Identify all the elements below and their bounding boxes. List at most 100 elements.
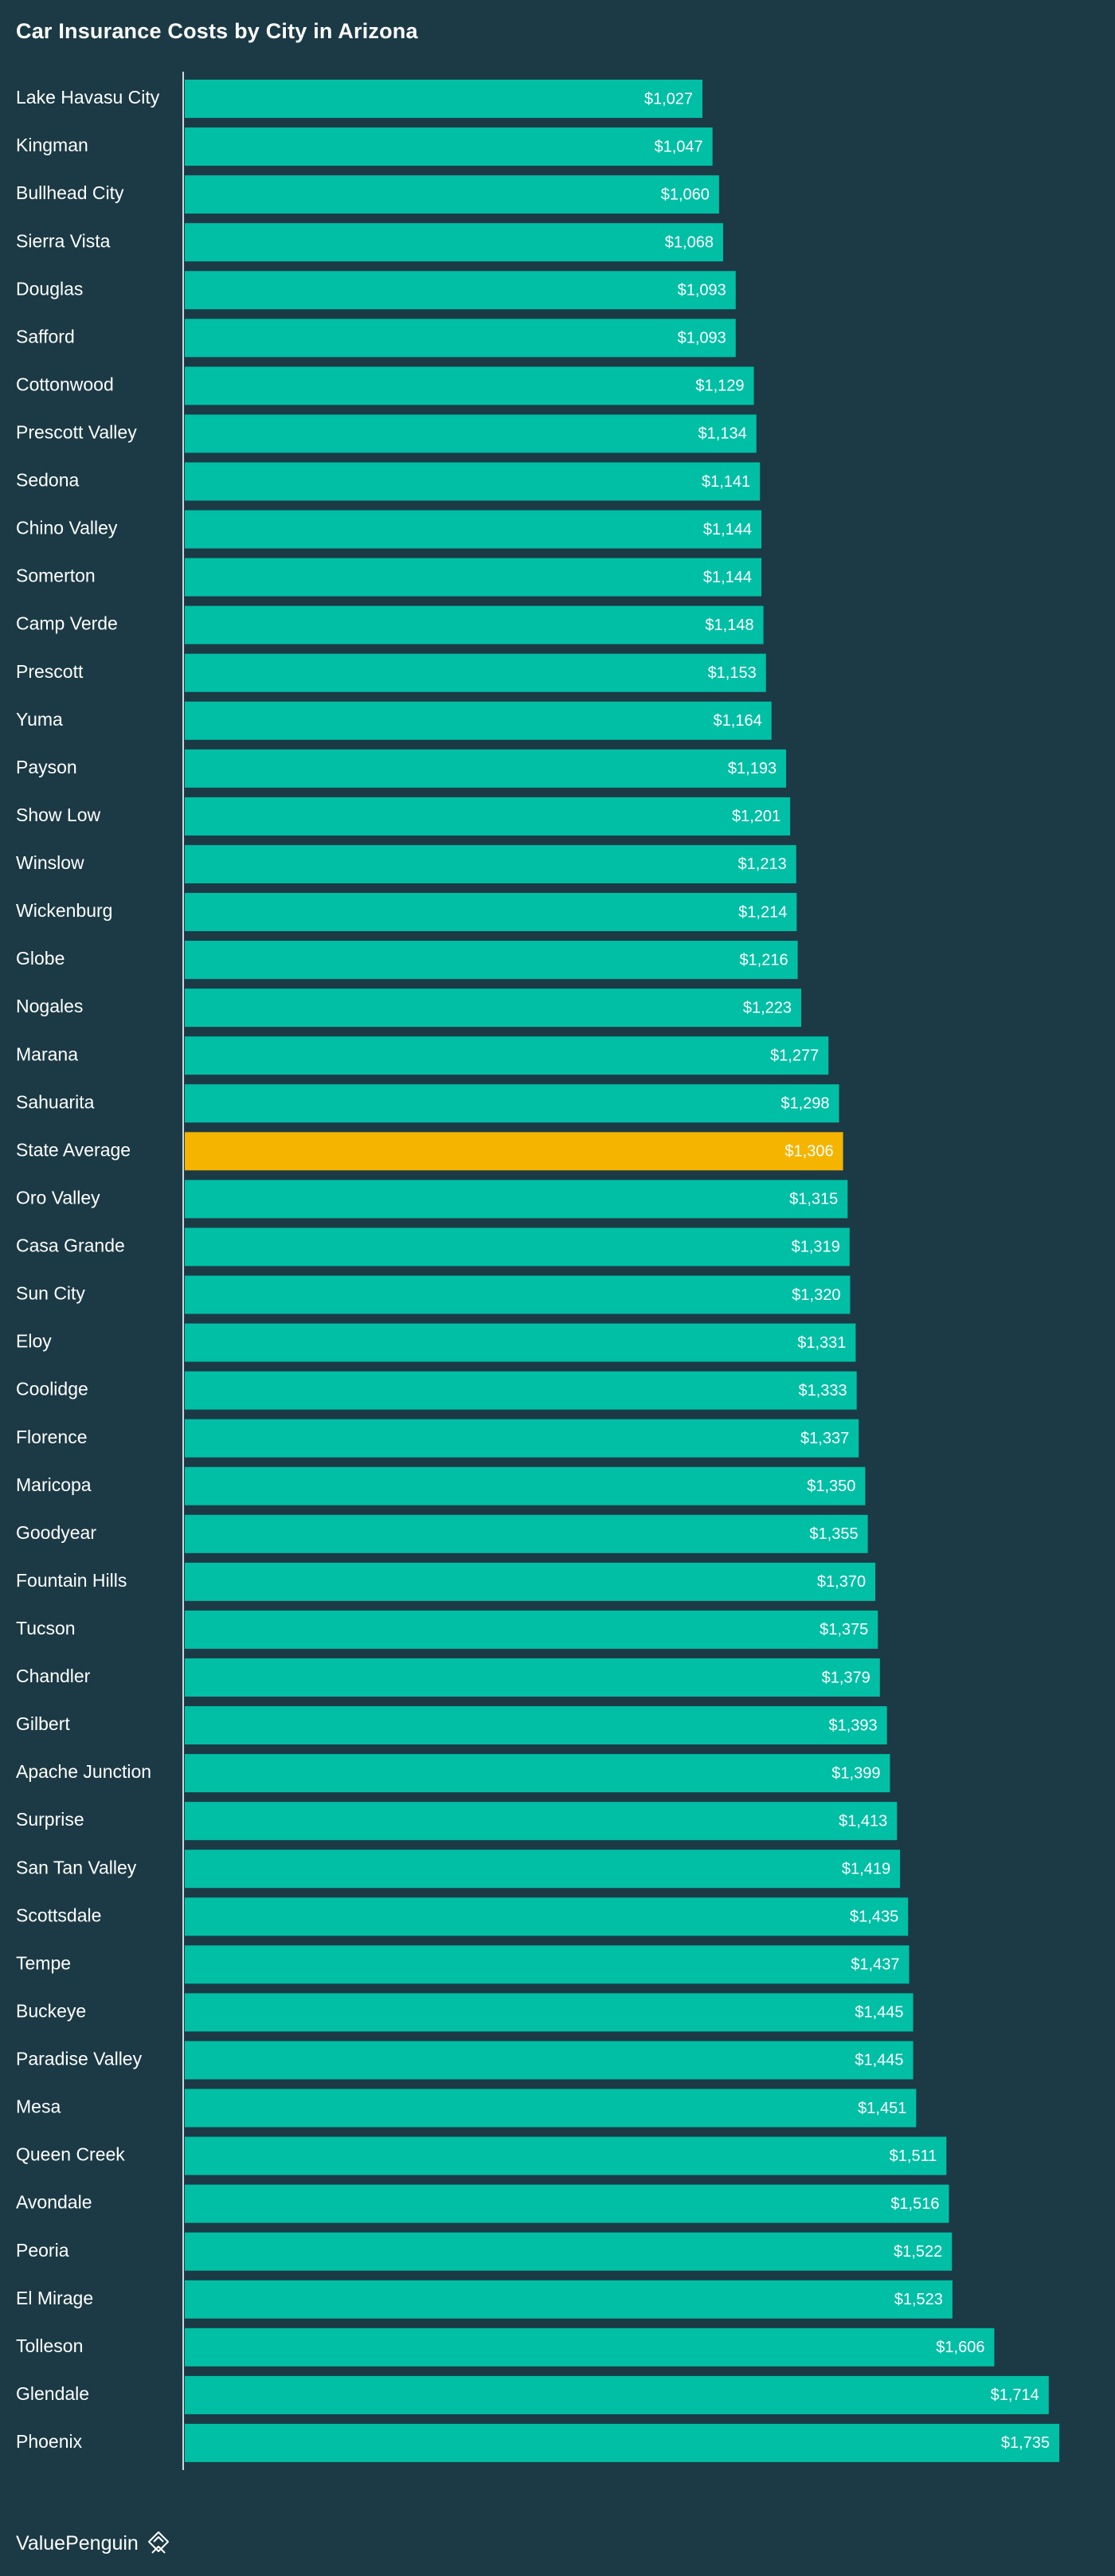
data-label: $1,306 [784, 1143, 833, 1161]
category-label: Somerton [16, 566, 96, 586]
category-label: Yuma [16, 709, 63, 730]
data-label: $1,435 [850, 1909, 898, 1926]
bar [185, 1658, 880, 1697]
bar [185, 223, 723, 262]
bar [185, 605, 764, 644]
category-label: Mesa [16, 2096, 61, 2117]
category-label: Gilbert [16, 1713, 70, 1734]
bar [185, 319, 736, 358]
category-label: Phoenix [16, 2431, 83, 2452]
bar [185, 2184, 949, 2223]
category-label: Chino Valley [16, 518, 118, 538]
category-label: Sahuarita [16, 1091, 95, 1112]
data-label: $1,093 [678, 282, 726, 299]
bar [185, 1371, 857, 1410]
bar [185, 2423, 1060, 2462]
data-label: $1,298 [780, 1095, 829, 1113]
bar [185, 2327, 995, 2367]
data-label: $1,350 [807, 1478, 855, 1495]
data-label: $1,333 [798, 1382, 847, 1400]
bar [185, 1754, 890, 1793]
bar [185, 2089, 917, 2128]
bar [185, 80, 702, 118]
data-label: $1,735 [1001, 2434, 1050, 2452]
brand-name: ValuePenguin [16, 2531, 139, 2554]
category-label: Prescott Valley [16, 421, 137, 442]
data-label: $1,277 [770, 1047, 819, 1064]
bar [185, 1466, 866, 1505]
data-label: $1,193 [728, 760, 777, 777]
bar [185, 510, 762, 549]
category-label: Maricopa [16, 1474, 92, 1495]
bar [185, 1945, 910, 1984]
data-label: $1,213 [738, 855, 787, 873]
data-label: $1,419 [842, 1861, 890, 1878]
category-label: Sierra Vista [16, 230, 111, 251]
category-label: Kingman [16, 135, 88, 155]
category-label: Coolidge [16, 1379, 88, 1400]
bar [185, 893, 797, 932]
category-label: Tucson [16, 1618, 76, 1638]
data-label: $1,437 [851, 1956, 899, 1974]
bar [185, 1036, 829, 1075]
data-label: $1,399 [831, 1764, 880, 1782]
category-label: Buckeye [16, 2000, 86, 2021]
bar [185, 2375, 1049, 2414]
category-label: Glendale [16, 2383, 89, 2404]
category-label: Douglas [16, 278, 83, 299]
data-label: $1,214 [738, 903, 787, 921]
data-label: $1,522 [894, 2243, 942, 2261]
bar [185, 175, 719, 214]
category-label: Marana [16, 1043, 78, 1064]
bar [185, 1514, 868, 1553]
data-label: $1,141 [702, 473, 750, 491]
data-label: $1,375 [820, 1621, 868, 1638]
data-label: $1,331 [797, 1334, 846, 1352]
category-label: Globe [16, 948, 65, 969]
data-label: $1,216 [739, 951, 788, 969]
bar [185, 1802, 898, 1841]
category-label: Peoria [16, 2240, 69, 2261]
category-label: Florence [16, 1427, 87, 1447]
bar [185, 2136, 947, 2175]
category-label: Show Low [16, 805, 101, 825]
category-label: Tempe [16, 1952, 71, 1973]
category-label: Scottsdale [16, 1905, 101, 1925]
category-label: Wickenburg [16, 900, 112, 921]
category-label: Casa Grande [16, 1235, 125, 1256]
category-label: State Average [16, 1139, 131, 1160]
data-label: $1,337 [800, 1430, 849, 1447]
chart-title: Car Insurance Costs by City in Arizona [16, 19, 418, 43]
data-label: $1,714 [991, 2386, 1039, 2404]
data-label: $1,148 [705, 617, 753, 634]
data-label: $1,516 [890, 2195, 939, 2213]
bar [185, 749, 787, 788]
category-label: Eloy [16, 1331, 52, 1352]
data-label: $1,093 [678, 330, 726, 347]
bar [185, 462, 761, 501]
data-label: $1,445 [855, 2052, 903, 2069]
data-label: $1,523 [894, 2291, 943, 2308]
bar [185, 701, 772, 740]
category-label: Oro Valley [16, 1187, 100, 1208]
bar-chart: Lake Havasu City $1,027 Kingman $1,047 Bullh… [16, 71, 1060, 2470]
category-label: Prescott [16, 661, 84, 682]
bar [185, 1706, 887, 1745]
bar [185, 2280, 953, 2319]
category-label: Payson [16, 757, 77, 777]
data-label: $1,413 [839, 1812, 887, 1830]
data-label: $1,144 [703, 569, 752, 586]
category-label: Sedona [16, 470, 80, 491]
bar [185, 844, 796, 883]
bar [185, 414, 757, 453]
footer: ValuePenguin [16, 2530, 172, 2557]
data-label: $1,223 [743, 999, 792, 1016]
category-label: San Tan Valley [16, 1857, 137, 1877]
bar [185, 1180, 848, 1219]
data-label: $1,060 [661, 186, 710, 203]
category-label: Tolleson [16, 2335, 83, 2356]
data-label: $1,134 [698, 425, 747, 443]
category-label: Camp Verde [16, 613, 118, 634]
bar [185, 127, 713, 166]
category-label: Paradise Valley [16, 2049, 143, 2069]
